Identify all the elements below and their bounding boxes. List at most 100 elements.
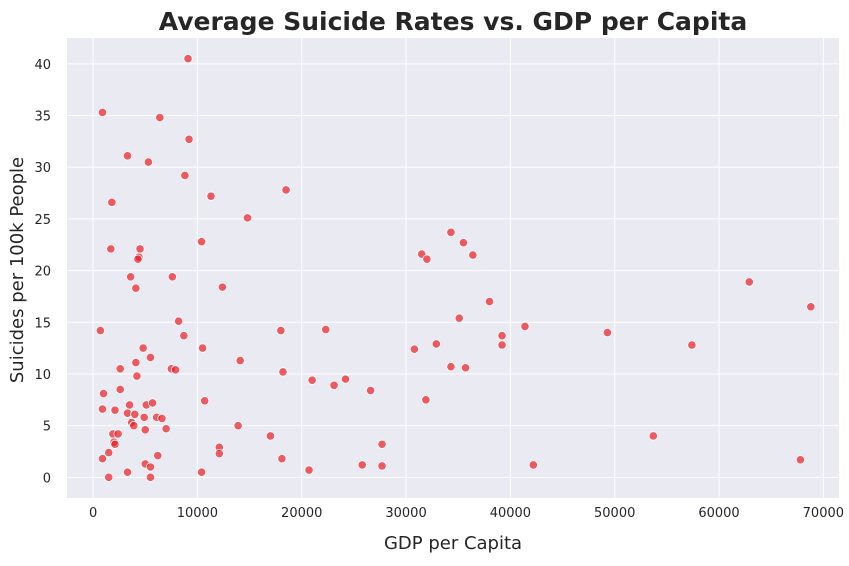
x-tick-label: 40000 [490,506,531,521]
scatter-point [143,157,153,167]
scatter-point [138,343,148,353]
x-tick-label: 70000 [803,506,844,521]
scatter-point [179,331,189,341]
scatter-point [214,448,224,459]
scatter-point [421,395,431,405]
scatter-point [460,363,471,373]
scatter-point [180,170,190,181]
scatter-point [497,340,507,350]
x-tick-label: 30000 [385,506,426,521]
scatter-point [340,374,351,384]
scatter-point [357,460,367,470]
scatter-point [129,421,139,431]
scatter-point [157,413,167,424]
x-tick-label: 50000 [594,506,635,521]
scatter-point [110,439,120,449]
y-axis-label: Suicides per 100k People [7,157,28,383]
scatter-point [520,321,530,332]
scatter-point [147,398,158,408]
scatter-point [122,151,133,161]
scatter-point [365,385,376,396]
x-tick-label: 10000 [177,506,218,521]
grid-lines [67,38,839,498]
scatter-point [139,412,149,422]
scatter-point [281,185,291,195]
scatter-point [174,316,184,326]
scatter-point [446,227,456,237]
scatter-point [206,191,216,201]
y-tick-label: 25 [34,213,51,228]
scatter-point [97,454,108,464]
scatter-point [130,409,140,419]
scatter-point [648,431,658,441]
scatter-point [196,467,207,477]
scatter-point [377,461,387,471]
scatter-point [806,302,816,312]
scatter-point [140,425,150,435]
y-tick-label: 0 [43,471,51,486]
scatter-point [278,367,288,377]
scatter-point [122,467,133,477]
scatter-point [235,355,245,366]
scatter-point [321,324,331,335]
scatter-point [446,362,456,372]
scatter-point [97,404,108,414]
scatter-point [145,472,156,482]
scatter-point [431,339,441,349]
scatter-point [153,451,163,461]
scatter-point [124,400,135,410]
scatter-point [98,388,109,399]
scatter-point [198,343,208,353]
scatter-point [329,380,339,390]
scatter-point [104,472,114,482]
scatter-point [145,352,156,363]
y-tick-label: 40 [34,58,51,73]
y-tick-label: 20 [34,265,51,280]
scatter-point [131,357,141,368]
scatter-point [242,213,253,223]
scatter-point [131,283,141,293]
scatter-point [484,296,495,307]
scatter-point [161,424,171,434]
scatter-point [133,254,143,264]
scatter-point [377,439,387,449]
scatter-point [167,272,177,282]
scatter-point [687,340,697,350]
scatter-point [183,54,193,64]
scatter-point [104,447,114,458]
x-tick-label: 60000 [698,506,739,521]
x-tick-labels: 0 10000 20000 30000 40000 50000 60000 70000 [89,506,844,521]
x-tick-label: 0 [89,506,97,521]
chart-title: Average Suicide Rates vs. GDP per Capita [159,7,747,36]
scatter-point [145,462,156,472]
x-tick-label: 20000 [281,506,322,521]
scatter-point [135,244,145,254]
scatter-point [744,277,754,287]
scatter-point [97,107,108,118]
scatter-point [132,371,142,381]
y-tick-labels: 0 5 10 15 20 25 30 35 40 [34,58,51,486]
scatter-point [107,197,117,207]
scatter-point [276,325,286,336]
scatter-point [265,431,276,441]
y-tick-label: 15 [34,316,51,331]
scatter-point [454,313,464,323]
scatter-point [106,244,116,254]
scatter-point [795,455,806,465]
scatter-point [184,134,194,144]
scatter-point [115,364,125,374]
scatter-point [126,272,136,282]
scatter-point [528,460,538,470]
scatter-point [422,254,432,264]
scatter-point [115,384,125,395]
scatter-point [497,331,507,341]
x-axis-label: GDP per Capita [384,533,522,554]
data-points [95,54,816,482]
scatter-point [170,365,181,375]
y-tick-label: 30 [34,161,51,176]
scatter-point [304,465,314,475]
scatter-point [155,112,165,123]
scatter-point [602,328,613,338]
y-tick-label: 10 [34,368,51,383]
